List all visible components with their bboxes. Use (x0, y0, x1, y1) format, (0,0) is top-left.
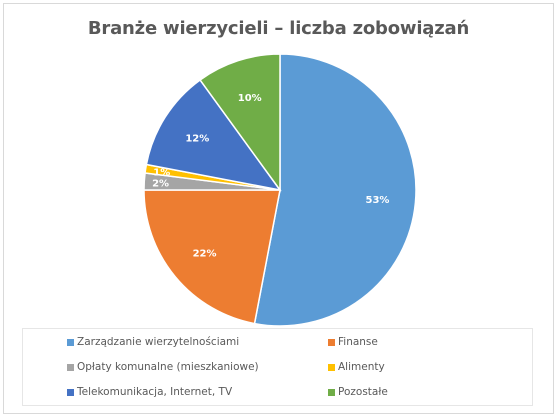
slice-label-1: 22% (193, 248, 217, 259)
legend-swatch-1 (328, 338, 335, 346)
slice-label-3: 1% (153, 167, 170, 178)
legend-swatch-0 (67, 338, 74, 346)
pie-slice-1 (143, 189, 281, 325)
legend-item-1: Finanse (328, 336, 378, 348)
legend-swatch-5 (328, 388, 335, 396)
legend-item-2: Opłaty komunalne (mieszkaniowe) (67, 361, 259, 373)
legend-swatch-3 (328, 363, 335, 371)
legend-item-5: Pozostałe (328, 386, 388, 398)
slice-label-0: 53% (366, 195, 390, 206)
slice-label-4: 12% (185, 134, 209, 145)
legend-label-3: Alimenty (338, 361, 385, 373)
legend-swatch-4 (67, 388, 74, 396)
legend-label-2: Opłaty komunalne (mieszkaniowe) (77, 361, 259, 373)
pie-slice-4 (145, 78, 282, 192)
legend: Zarządzanie wierzytelnościami Finanse Op… (22, 328, 533, 406)
slice-label-5: 10% (238, 93, 262, 104)
legend-item-3: Alimenty (328, 361, 385, 373)
legend-label-5: Pozostałe (338, 386, 388, 398)
chart-title: Branże wierzycieli – liczba zobowiązań (87, 18, 470, 39)
legend-item-4: Telekomunikacja, Internet, TV (67, 386, 232, 398)
legend-label-1: Finanse (338, 336, 378, 348)
legend-label-4: Telekomunikacja, Internet, TV (77, 386, 233, 398)
legend-item-0: Zarządzanie wierzytelnościami (67, 336, 239, 348)
pie-slice-0 (253, 53, 417, 327)
legend-label-0: Zarządzanie wierzytelnościami (77, 336, 240, 348)
legend-swatch-2 (67, 363, 74, 371)
pie-slice-5 (199, 53, 281, 193)
slice-label-2: 2% (152, 178, 169, 189)
